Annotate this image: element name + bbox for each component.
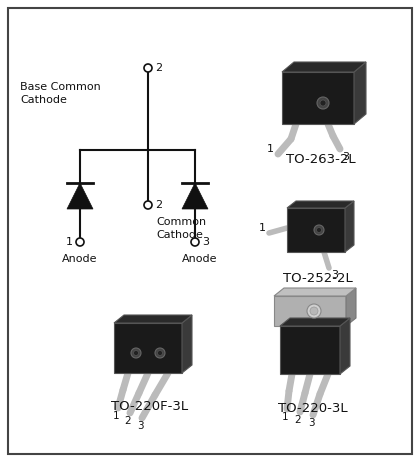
Text: 1: 1 (113, 411, 119, 421)
Polygon shape (340, 318, 350, 374)
Text: 1: 1 (259, 223, 266, 233)
Circle shape (144, 64, 152, 72)
Text: TO-220F-3L: TO-220F-3L (111, 400, 189, 413)
Circle shape (320, 100, 326, 106)
Circle shape (314, 225, 324, 235)
Text: Common
Cathode: Common Cathode (156, 217, 206, 240)
Polygon shape (67, 183, 93, 209)
Polygon shape (280, 318, 350, 326)
Circle shape (191, 238, 199, 246)
Text: Anode: Anode (62, 254, 98, 264)
Polygon shape (346, 288, 356, 326)
Polygon shape (354, 62, 366, 124)
Circle shape (131, 348, 141, 358)
Bar (287, 208, 345, 252)
Text: Base Common
Cathode: Base Common Cathode (20, 82, 101, 105)
Text: 3: 3 (342, 152, 349, 162)
Text: 3: 3 (331, 270, 338, 280)
Text: TO-220-3L: TO-220-3L (278, 402, 348, 415)
Text: 3: 3 (308, 418, 314, 428)
Circle shape (317, 97, 329, 109)
Circle shape (307, 304, 321, 318)
Circle shape (76, 238, 84, 246)
Bar (282, 72, 354, 124)
Text: Anode: Anode (182, 254, 218, 264)
Polygon shape (182, 315, 192, 373)
Circle shape (144, 201, 152, 209)
Text: 1: 1 (282, 412, 288, 422)
Polygon shape (274, 288, 356, 296)
Text: 1: 1 (267, 144, 274, 154)
Text: TO-263-2L: TO-263-2L (286, 153, 356, 166)
Text: 1: 1 (66, 237, 73, 247)
Polygon shape (282, 62, 366, 72)
Text: 2: 2 (125, 416, 131, 426)
Circle shape (310, 307, 318, 315)
Text: 2: 2 (155, 63, 162, 73)
Circle shape (317, 227, 321, 232)
Polygon shape (182, 183, 208, 209)
Text: TO-252-2L: TO-252-2L (283, 272, 353, 285)
Circle shape (134, 351, 139, 355)
Circle shape (158, 351, 163, 355)
Bar (274, 296, 346, 326)
Polygon shape (114, 315, 192, 323)
Text: 3: 3 (136, 421, 143, 431)
Text: 2: 2 (155, 200, 162, 210)
Polygon shape (287, 201, 354, 208)
Bar (280, 326, 340, 374)
Circle shape (155, 348, 165, 358)
Bar (114, 323, 182, 373)
Polygon shape (345, 201, 354, 252)
Text: 2: 2 (295, 415, 301, 425)
Text: 3: 3 (202, 237, 209, 247)
